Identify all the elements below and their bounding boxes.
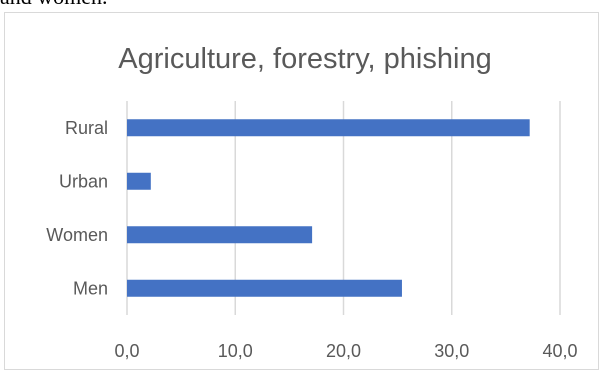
x-tick-label: 0,0 — [114, 341, 139, 361]
chart-frame: Agriculture, forestry, phishing Rural Urb… — [4, 12, 599, 370]
bar-chart: Agriculture, forestry, phishing Rural Urb… — [46, 43, 577, 361]
bar-men — [127, 279, 402, 297]
page-text-fragment: and women. — [0, 0, 108, 10]
gridlines — [126, 101, 561, 315]
bar-urban — [127, 172, 151, 190]
x-tick-label: 40,0 — [542, 341, 577, 361]
chart-title: Agriculture, forestry, phishing — [118, 43, 491, 75]
bars — [127, 119, 530, 297]
x-tick-label: 30,0 — [434, 341, 469, 361]
category-label: Rural — [65, 118, 108, 138]
category-label: Men — [73, 278, 108, 298]
x-tick-label: 10,0 — [218, 341, 253, 361]
bar-women — [127, 226, 313, 244]
bar-rural — [127, 119, 530, 137]
category-label: Women — [46, 225, 108, 245]
x-tick-label: 20,0 — [326, 341, 361, 361]
category-labels: Rural Urban Women Men — [46, 118, 108, 299]
category-label: Urban — [59, 171, 108, 191]
x-tick-labels: 0,0 10,0 20,0 30,0 40,0 — [114, 341, 577, 361]
